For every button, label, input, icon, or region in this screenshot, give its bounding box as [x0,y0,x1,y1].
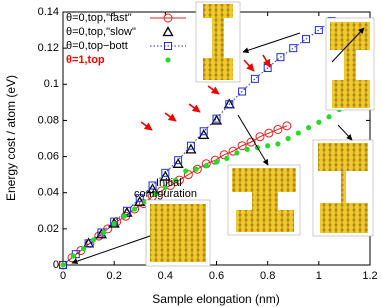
annotation: Initial [156,177,182,189]
data-point [174,156,183,165]
data-point [234,150,240,156]
data-point [210,114,223,125]
data-point [162,184,168,190]
data-point [152,191,158,198]
data-point [111,220,117,227]
data-point [80,246,87,252]
data-point [275,141,281,147]
data-point [59,261,67,269]
data-point [84,239,93,248]
x-tick-label: 0.6 [209,270,224,282]
data-point [135,194,144,203]
data-point [212,114,221,123]
y-tick-label: 0 [53,259,59,271]
data-point [192,164,202,174]
data-point [237,141,247,151]
x-tick-label: 1 [316,270,322,282]
inset-structures [145,1,375,267]
x-tick-label: 0 [60,270,66,282]
data-point [199,127,208,136]
data-point [225,100,234,109]
data-point [314,26,323,35]
data-point [244,146,250,152]
data-point [101,229,107,236]
data-point [316,119,322,125]
data-point [148,181,157,190]
y-tick-label: 0.14 [38,6,59,18]
legend-label: θ=0,top,"fast" [66,12,132,24]
data-point [265,143,271,149]
data-point [122,206,131,215]
data-point [193,166,199,172]
arrows [71,27,365,265]
y-tick-label: 0.04 [38,187,59,199]
annotation: configuration [134,188,197,200]
y-tick-label: 0.06 [38,150,59,162]
data-point [273,124,283,134]
x-tick-label: 0.8 [260,270,275,282]
data-point [186,141,195,150]
y-axis-label: Energy cost / atom (eV) [4,75,18,201]
data-point [156,186,166,196]
y-tick-label: 0.02 [38,223,59,235]
data-point [121,213,127,219]
legend-label: θ=0,top,"slow" [66,26,136,38]
data-point [302,35,311,44]
legend-label: θ=0,top−bott [66,40,128,52]
data-point [70,253,76,259]
data-point [255,132,265,142]
data-point [172,177,179,183]
legend-marker [163,13,173,23]
y-tick-label: 0.12 [38,42,59,54]
data-point [60,262,66,268]
data-point [326,114,332,120]
data-point [224,155,230,161]
y-tick-label: 0.08 [38,114,59,126]
data-point [276,53,285,62]
data-point [132,206,138,212]
x-tick-label: 0.4 [158,270,173,282]
x-tick-label: 0.2 [107,270,122,282]
data-point [161,168,170,177]
data-point [91,237,97,243]
y-tick-label: 0.1 [44,78,59,90]
data-point [282,121,292,131]
data-point [295,130,301,136]
legend-marker [164,42,172,50]
series-line [62,125,288,266]
data-point [203,163,209,169]
x-axis-label: Sample elongation (nm) [152,292,279,306]
data-point [264,128,274,138]
data-point [306,125,312,131]
data-point [285,135,291,142]
legend-label: θ=1,top [66,54,105,66]
x-tick-label: 1.2 [362,270,377,282]
data-point [213,159,220,165]
data-point [289,44,298,53]
legend-marker [165,57,171,63]
data-point [238,87,247,96]
legend-marker [162,26,174,37]
data-point [250,74,259,83]
series-line [62,20,332,266]
data-point [246,137,256,147]
data-point [183,168,189,174]
